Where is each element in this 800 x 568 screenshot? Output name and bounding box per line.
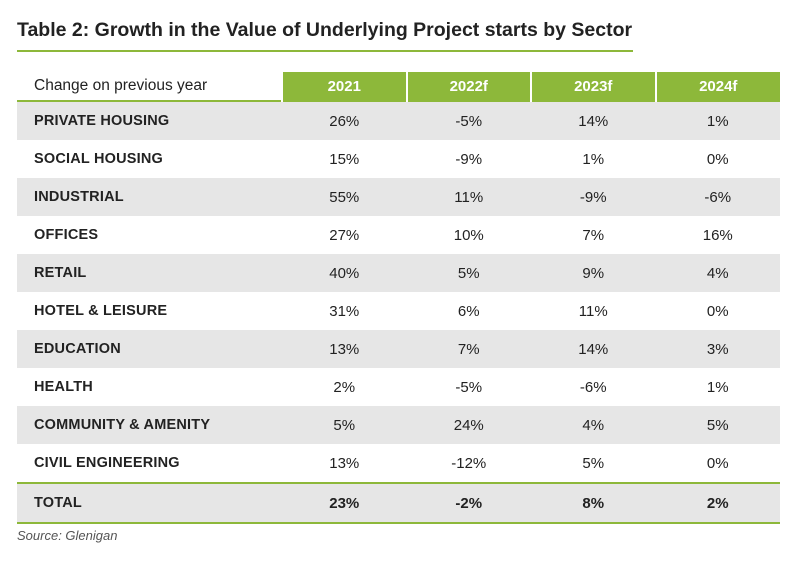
table-row: OFFICES 27% 10% 7% 16%: [17, 216, 780, 254]
table-cell: 5%: [282, 406, 407, 444]
sector-label: COMMUNITY & AMENITY: [17, 406, 282, 444]
column-header: 2021: [281, 72, 407, 101]
table-cell: -9%: [531, 178, 656, 216]
table-cell: 26%: [282, 101, 407, 140]
sector-label: SOCIAL HOUSING: [34, 151, 164, 167]
table-cell: -12%: [451, 454, 487, 472]
table-cell: 3%: [655, 330, 780, 368]
table-cell: 7%: [406, 330, 531, 368]
table-cell: 14%: [531, 101, 656, 140]
sector-label: CIVIL ENGINEERING: [34, 455, 180, 471]
table-row: SOCIAL HOUSING 15% -9% 1% 0%: [17, 140, 780, 178]
table-cell: 4%: [655, 254, 780, 292]
table-cell: 5%: [655, 406, 780, 444]
sector-label: HOTEL & LEISURE: [34, 303, 168, 319]
table-cell: 2%: [333, 378, 356, 396]
table-cell: -9%: [455, 150, 483, 168]
table-row: HOTEL & LEISURE 31% 6% 11% 0%: [17, 292, 780, 330]
table-cell: 1%: [706, 378, 729, 396]
table-row: EDUCATION 13% 7% 14% 3%: [17, 330, 780, 368]
total-cell: 2%: [655, 482, 780, 524]
table-cell: -6%: [579, 378, 607, 396]
table-header-row: Change on previous year 2021 2022f 2023f…: [17, 72, 780, 101]
sector-label: RETAIL: [17, 254, 282, 292]
total-cell: 23%: [282, 482, 407, 524]
table-cell: 5%: [582, 454, 605, 472]
table-cell: 27%: [329, 226, 360, 244]
table-cell: 0%: [706, 302, 729, 320]
table-cell: 9%: [531, 254, 656, 292]
table-row: RETAIL 40% 5% 9% 4%: [17, 254, 780, 292]
growth-table: Change on previous year 2021 2022f 2023f…: [17, 72, 780, 524]
table-cell: 1%: [655, 101, 780, 140]
table-cell: -5%: [406, 101, 531, 140]
sector-label: INDUSTRIAL: [17, 178, 282, 216]
column-header: 2023f: [530, 72, 656, 101]
table-cell: 0%: [706, 454, 729, 472]
table-cell: 10%: [453, 226, 484, 244]
table-cell: 55%: [282, 178, 407, 216]
table-row: INDUSTRIAL 55% 11% -9% -6%: [17, 178, 780, 216]
table-cell: 6%: [457, 302, 480, 320]
total-cell: -2%: [406, 482, 531, 524]
sector-label: EDUCATION: [17, 330, 282, 368]
table-cell: 5%: [406, 254, 531, 292]
sector-label: HEALTH: [34, 379, 93, 395]
total-row: TOTAL 23% -2% 8% 2%: [17, 482, 780, 524]
title-underline: [17, 50, 633, 52]
sector-label: PRIVATE HOUSING: [17, 101, 282, 140]
table-cell: 13%: [329, 454, 360, 472]
table-cell: 7%: [582, 226, 605, 244]
table-title: Table 2: Growth in the Value of Underlyi…: [17, 19, 633, 41]
table-cell: -5%: [455, 378, 483, 396]
table-cell: 24%: [406, 406, 531, 444]
table-cell: 40%: [282, 254, 407, 292]
row-header-label: Change on previous year: [17, 72, 282, 101]
table-row: PRIVATE HOUSING 26% -5% 14% 1%: [17, 101, 780, 140]
table-cell: 1%: [582, 150, 605, 168]
table-row: CIVIL ENGINEERING 13% -12% 5% 0%: [17, 444, 780, 483]
sector-label: OFFICES: [34, 227, 99, 243]
table-cell: 16%: [702, 226, 733, 244]
source-note: Source: Glenigan: [17, 528, 118, 543]
total-label: TOTAL: [17, 482, 282, 524]
table-row: HEALTH 2% -5% -6% 1%: [17, 368, 780, 406]
table-row: COMMUNITY & AMENITY 5% 24% 4% 5%: [17, 406, 780, 444]
table-cell: -6%: [655, 178, 780, 216]
total-cell: 8%: [531, 482, 656, 524]
table-cell: 31%: [329, 302, 360, 320]
table-cell: 11%: [578, 302, 608, 320]
table-cell: 11%: [406, 178, 531, 216]
table-cell: 0%: [706, 150, 729, 168]
table-cell: 13%: [282, 330, 407, 368]
table-cell: 15%: [329, 150, 360, 168]
column-header: 2024f: [654, 72, 780, 101]
table-cell: 14%: [531, 330, 656, 368]
table-cell: 4%: [531, 406, 656, 444]
column-header: 2022f: [405, 72, 531, 101]
